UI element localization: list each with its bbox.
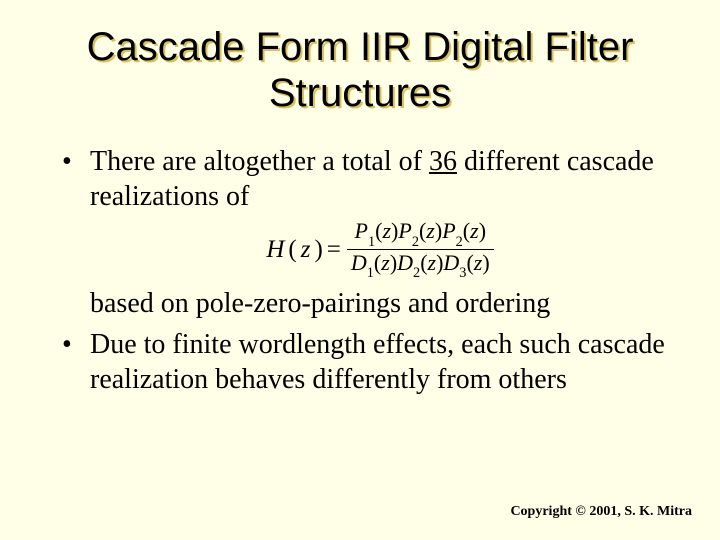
copyright-notice: Copyright © 2001, S. K. Mitra (510, 504, 692, 520)
num-term-3-sub: 2 (456, 234, 463, 250)
num-term-1-arg: z (382, 218, 391, 243)
slide-title: Cascade Form IIR Digital Filter Structur… (50, 24, 670, 116)
num-term-1-sub: 1 (368, 234, 375, 250)
bullet-item-2: Due to finite wordlength effects, each s… (62, 327, 670, 397)
num-term-2-sub: 2 (412, 234, 419, 250)
eq-lhs-var: H (266, 234, 284, 265)
num-term-2-sym: P (398, 218, 411, 243)
bullet-list: There are altogether a total of 36 diffe… (50, 144, 670, 397)
eq-lparen: ( (288, 234, 296, 265)
eq-lhs-arg: z (301, 234, 311, 265)
bullet-item-1: There are altogether a total of 36 diffe… (62, 144, 670, 321)
bullet-2-text: Due to finite wordlength effects, each s… (90, 329, 665, 395)
eq-denominator: D1(z)D2(z)D3(z) (347, 249, 494, 279)
eq-fraction: P1(z)P2(z)P2(z) D1(z)D2(z)D3(z) (347, 220, 494, 278)
eq-numerator: P1(z)P2(z)P2(z) (351, 220, 490, 249)
num-term-2-arg: z (426, 218, 435, 243)
num-term-3-arg: z (470, 218, 479, 243)
slide: Cascade Form IIR Digital Filter Structur… (0, 0, 720, 540)
den-term-2-sym: D (397, 250, 413, 275)
num-term-3-sym: P (442, 218, 455, 243)
eq-rparen: ) (314, 234, 322, 265)
bullet-1-continuation: based on pole-zero-pairings and ordering (90, 286, 670, 321)
bullet-1-pre: There are altogether a total of (90, 146, 429, 177)
den-term-3-sub: 3 (459, 265, 466, 281)
den-term-1-arg: z (381, 250, 390, 275)
den-term-2-arg: z (428, 250, 437, 275)
den-term-3-sym: D (443, 250, 459, 275)
den-term-1-sym: D (351, 250, 367, 275)
eq-equals: = (327, 234, 341, 265)
den-term-2-sub: 2 (413, 265, 420, 281)
num-term-1-sym: P (355, 218, 368, 243)
den-term-1-sub: 1 (367, 265, 374, 281)
equation: H(z) = P1(z)P2(z)P2(z) D1(z)D2(z)D3(z) (266, 220, 493, 278)
bullet-1-underlined: 36 (429, 146, 457, 177)
equation-block: H(z) = P1(z)P2(z)P2(z) D1(z)D2(z)D3(z) (90, 220, 670, 278)
